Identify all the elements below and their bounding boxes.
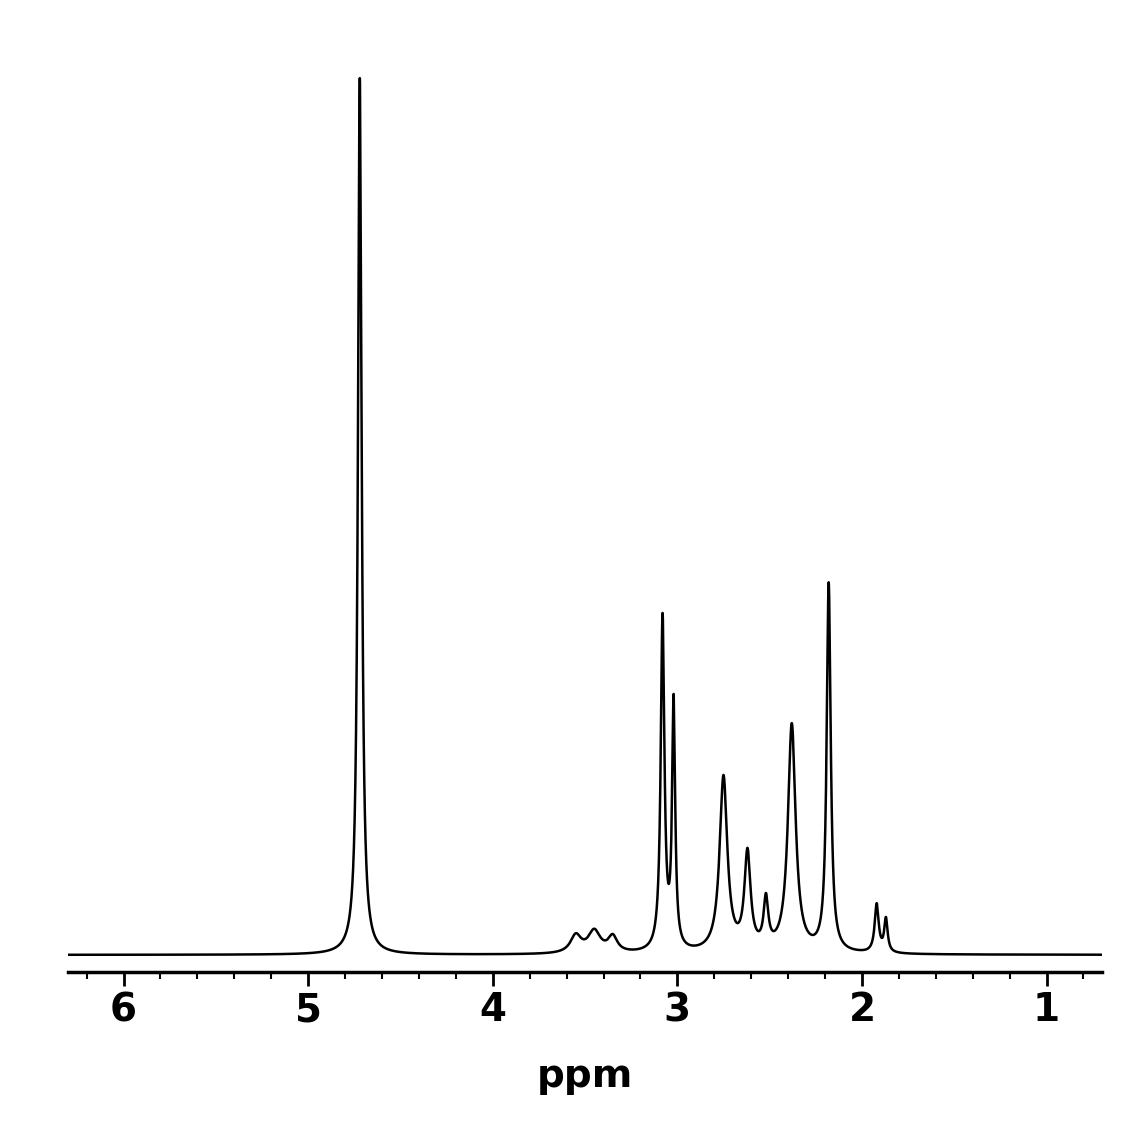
X-axis label: ppm: ppm (537, 1057, 633, 1095)
